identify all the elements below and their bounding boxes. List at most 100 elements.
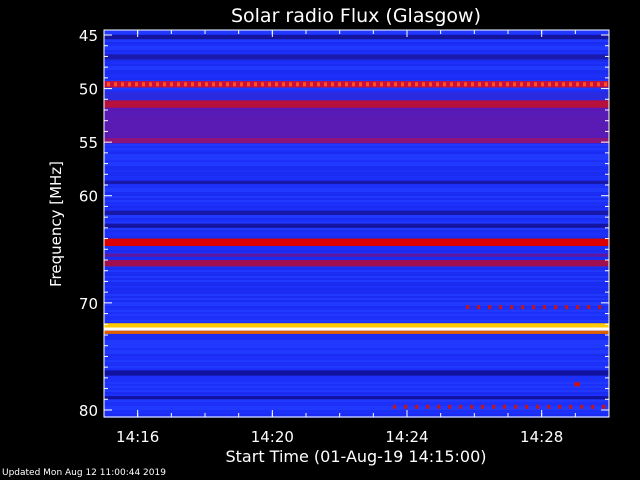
noise-stripe — [104, 310, 609, 312]
noise-stripe — [104, 316, 609, 318]
band — [104, 91, 609, 101]
noise-stripe — [104, 306, 609, 308]
noise-stripe — [104, 384, 609, 386]
noise-stripe — [104, 288, 609, 290]
noise-stripe — [104, 248, 609, 250]
burst-dot — [408, 82, 411, 87]
burst-dot — [569, 82, 572, 87]
noise-stripe — [104, 282, 609, 284]
noise-stripe — [104, 166, 609, 168]
band — [104, 137, 609, 144]
band — [104, 210, 609, 215]
noise-stripe — [104, 162, 609, 164]
chart-title: Solar radio Flux (Glasgow) — [231, 5, 481, 27]
burst-dot — [543, 305, 547, 310]
burst-dot — [464, 82, 467, 87]
band — [104, 330, 609, 334]
noise-stripe — [104, 360, 609, 362]
burst-dot — [205, 82, 208, 87]
noise-stripe — [104, 272, 609, 274]
noise-stripe — [104, 286, 609, 288]
burst-dot — [184, 82, 187, 87]
noise-stripe — [104, 62, 609, 64]
burst-dot — [466, 305, 470, 310]
burst-dot — [366, 82, 369, 87]
burst-dot — [499, 82, 502, 87]
noise-stripe — [104, 268, 609, 270]
noise-stripe — [104, 410, 609, 412]
burst-dot — [426, 404, 430, 409]
burst-dot — [422, 82, 425, 87]
burst-dot — [481, 404, 485, 409]
noise-stripe — [104, 276, 609, 278]
noise-stripe — [104, 380, 609, 382]
noise-stripe — [104, 290, 609, 292]
burst-dot — [261, 82, 264, 87]
burst-dot — [107, 82, 110, 87]
noise-stripe — [104, 308, 609, 310]
noise-stripe — [104, 178, 609, 180]
burst-dot — [268, 82, 271, 87]
noise-stripe — [104, 202, 609, 204]
noise-stripe — [104, 150, 609, 152]
burst-dot — [275, 82, 278, 87]
burst-dot — [576, 305, 580, 310]
burst-dot — [177, 82, 180, 87]
burst-dot — [296, 82, 299, 87]
burst-dot — [499, 305, 503, 310]
y-tick-label: 45 — [79, 27, 98, 45]
noise-stripe — [104, 340, 609, 342]
band — [104, 223, 609, 228]
updated-timestamp: Updated Mon Aug 12 11:00:44 2019 — [2, 468, 166, 478]
x-axis: 14:16 14:20 14:24 14:28 — [116, 30, 576, 446]
burst-dot — [554, 305, 558, 310]
burst-dot — [317, 82, 320, 87]
noise-stripe — [104, 170, 609, 172]
band — [104, 396, 609, 400]
noise-stripe — [104, 258, 609, 260]
noise-stripe — [104, 292, 609, 294]
burst-dot — [240, 82, 243, 87]
burst-dot — [470, 404, 474, 409]
band — [104, 35, 609, 40]
noise-stripe — [104, 350, 609, 352]
noise-stripe — [104, 346, 609, 348]
noise-stripe — [104, 376, 609, 378]
noise-stripe — [104, 352, 609, 354]
noise-stripe — [104, 208, 609, 210]
burst-dot — [345, 82, 348, 87]
burst-dot — [429, 82, 432, 87]
burst-dot — [380, 82, 383, 87]
burst-dot — [114, 82, 117, 87]
noise-stripe — [104, 220, 609, 222]
burst-dot — [393, 404, 397, 409]
burst-dot — [352, 82, 355, 87]
noise-stripe — [104, 284, 609, 286]
noise-stripe — [104, 174, 609, 176]
frequency-bands — [104, 35, 609, 400]
burst-dot — [401, 82, 404, 87]
noise-stripe — [104, 206, 609, 208]
burst-dot — [415, 82, 418, 87]
noise-stripe — [104, 48, 609, 50]
noise-stripe — [104, 318, 609, 320]
burst-dot — [149, 82, 152, 87]
noise-stripe — [104, 32, 609, 34]
burst-dot — [521, 305, 525, 310]
burst-dot — [597, 82, 600, 87]
noise-stripe — [104, 404, 609, 406]
noise-stripe — [104, 164, 609, 166]
noise-stripe — [104, 232, 609, 234]
burst-dot — [520, 82, 523, 87]
burst-dot — [437, 404, 441, 409]
y-tick-label: 80 — [79, 402, 98, 420]
noise-stripe — [104, 230, 609, 232]
noise-stripe — [104, 90, 609, 92]
band — [104, 238, 609, 247]
burst-dot — [492, 82, 495, 87]
y-tick-label: 55 — [79, 134, 98, 152]
burst-dot — [541, 82, 544, 87]
noise-stripe — [104, 280, 609, 282]
burst-dot — [477, 305, 481, 310]
noise-stripe — [104, 188, 609, 190]
